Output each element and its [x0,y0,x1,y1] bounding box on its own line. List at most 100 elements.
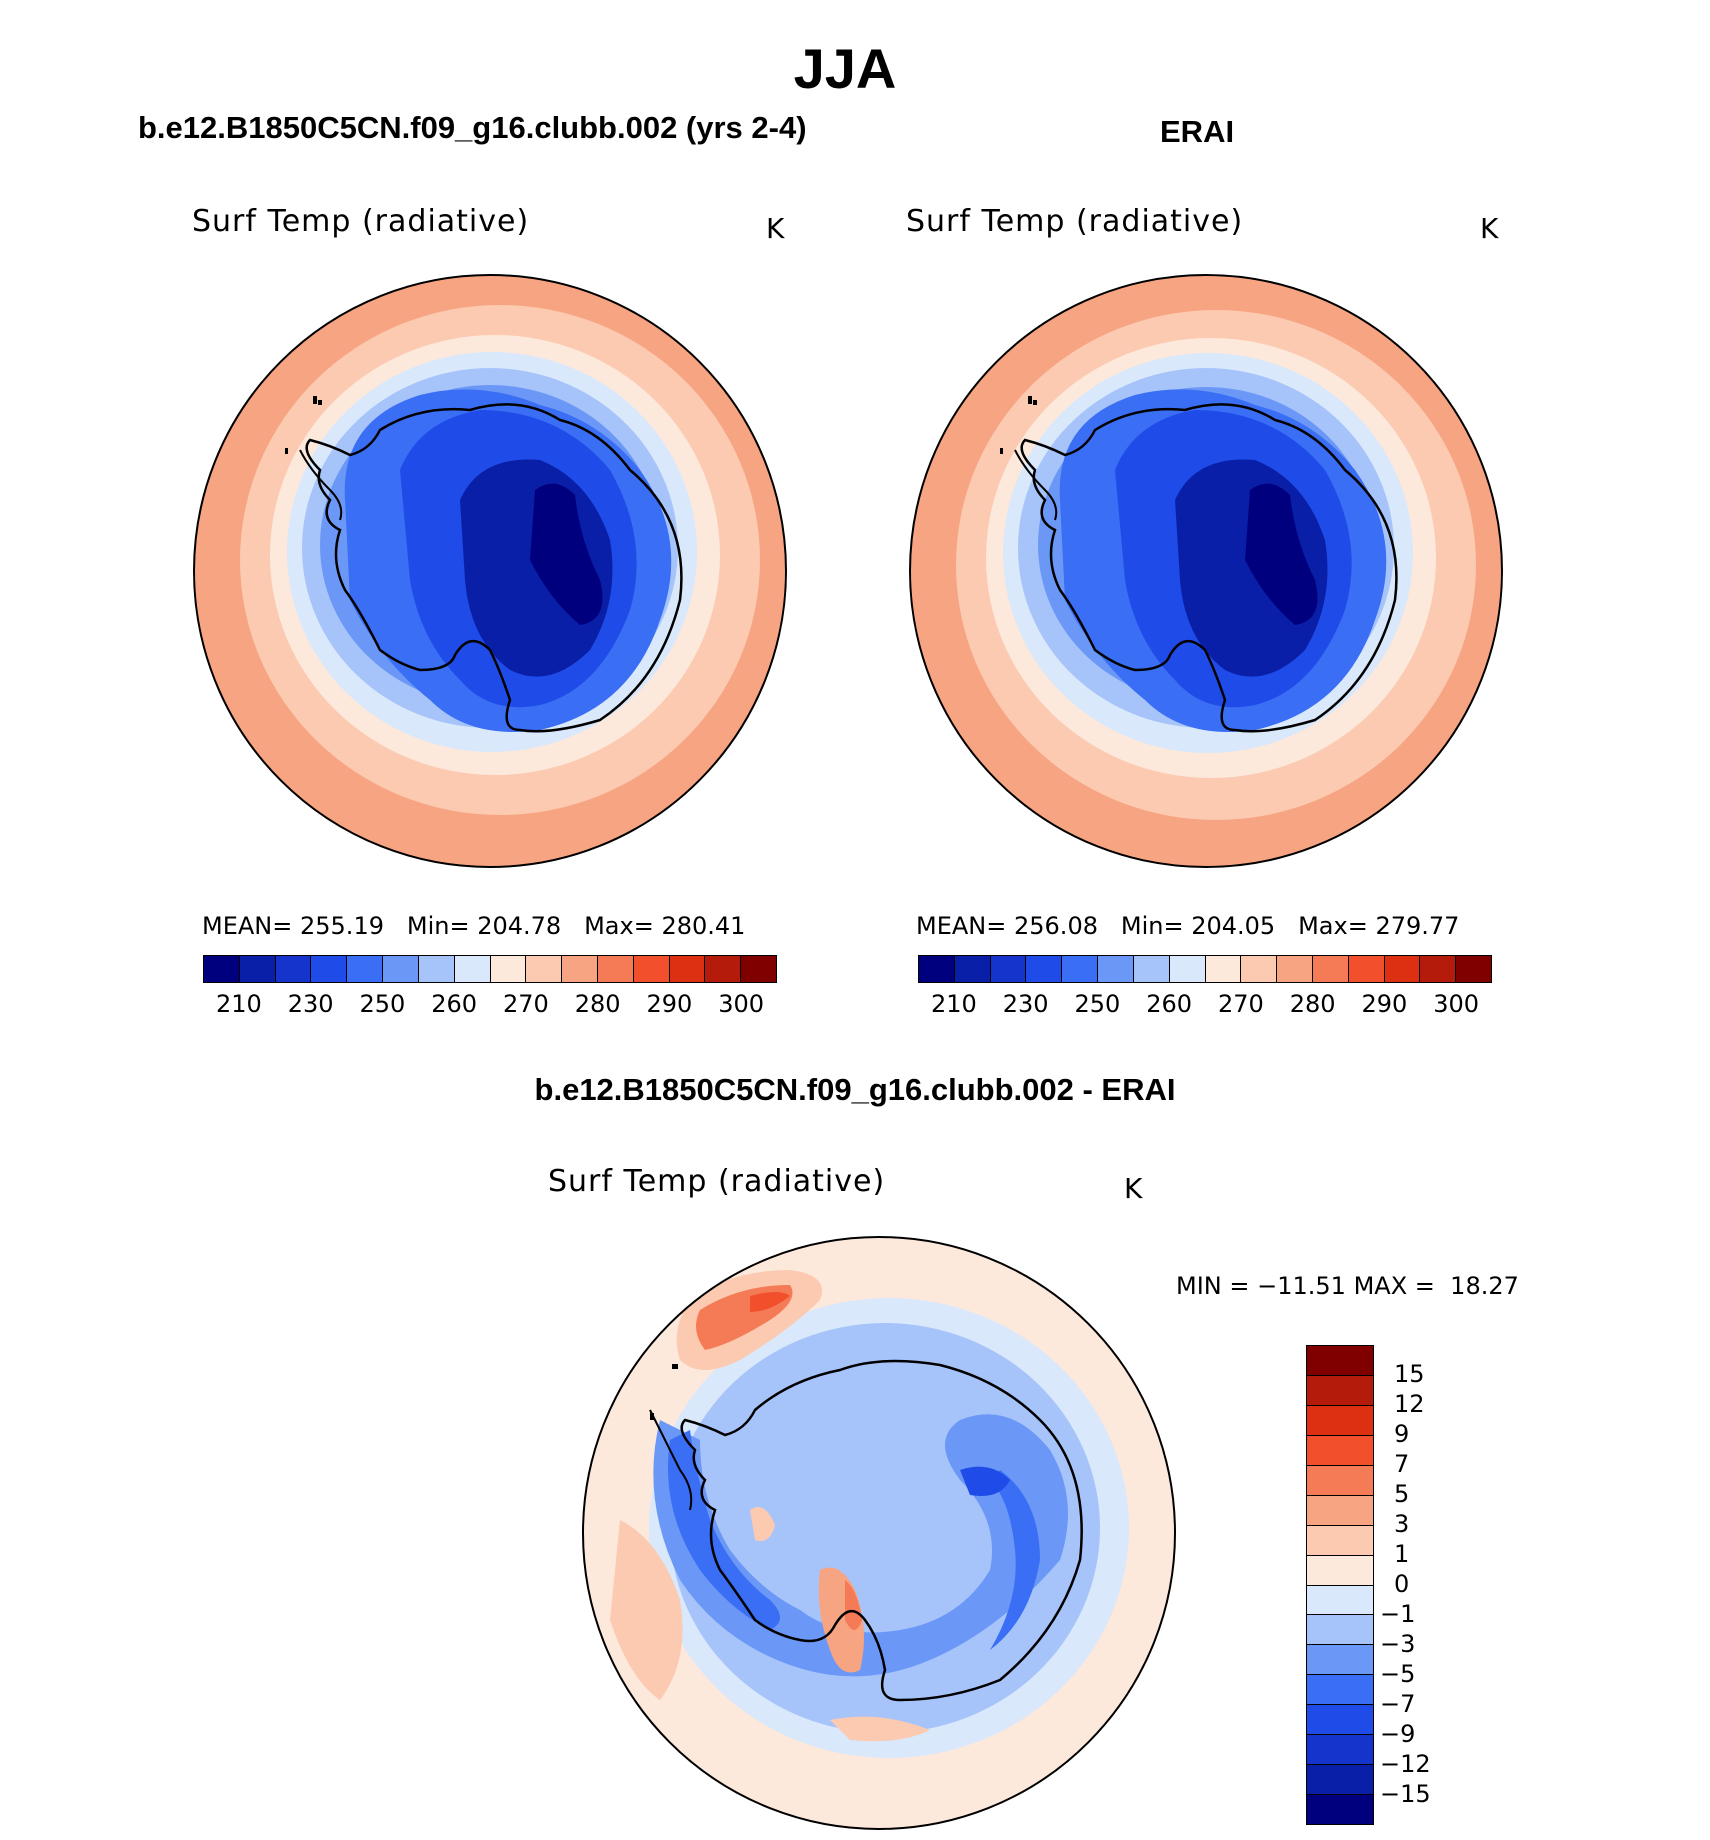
diff-colorbar-tick-label: −5 [1380,1660,1416,1688]
right-colorbar-tick-label: 260 [1146,990,1193,1018]
right-colorbar-swatch [1133,956,1170,982]
diff-max-label: MAX = [1353,1272,1435,1300]
left-colorbar-swatch [490,956,527,982]
right-colorbar-tick-label: 270 [1217,990,1264,1018]
right-panel-header: ERAI [1160,114,1235,149]
right-colorbar-swatch [1062,956,1099,982]
left-colorbar-swatch [562,956,598,982]
right-map [910,275,1502,867]
diff-min-label: MIN = [1176,1272,1250,1300]
left-min-label: Min= [406,912,470,940]
diff-colorbar-tick-label: 15 [1394,1360,1425,1388]
left-colorbar-tick-label: 290 [646,990,693,1018]
left-colorbar-tick-label: 300 [718,990,765,1018]
right-units: K [1480,212,1499,245]
diff-variable-title: Surf Temp (radiative) [548,1164,886,1199]
right-colorbar-swatch [1026,956,1063,982]
left-colorbar-tick-label: 270 [502,990,549,1018]
left-max-value: 280.41 [661,912,746,940]
right-colorbar-swatch [1312,956,1349,982]
diff-colorbar-tick-label: −12 [1380,1750,1431,1778]
right-max-label: Max= [1298,912,1368,940]
right-colorbar-swatch [1348,956,1385,982]
left-panel-header: b.e12.B1850C5CN.f09_g16.clubb.002 (yrs 2… [138,110,807,145]
right-colorbar-tick-label: 290 [1361,990,1408,1018]
diff-colorbar-ticks: 15 12 9 7 5 3 1 0 −1 −3 −5 −7 −9 −12 −15 [1380,1345,1460,1825]
diff-colorbar-swatch [1307,1795,1373,1824]
diff-colorbar-swatch [1307,1435,1373,1466]
left-mean-value: 255.19 [300,912,384,940]
left-colorbar-swatch [705,956,742,982]
left-mean-label: MEAN= [202,912,293,940]
diff-max-value: 18.27 [1450,1272,1519,1300]
diff-colorbar-tick-label: −1 [1380,1600,1416,1628]
left-colorbar-swatch [239,956,276,982]
left-colorbar-swatch [347,956,384,982]
right-colorbar-ticks: 210 230 250 260 270 280 290 300 [918,990,1492,1020]
right-variable-title: Surf Temp (radiative) [906,204,1244,239]
right-colorbar-tick-label: 210 [930,990,977,1018]
diff-colorbar-tick-label: 9 [1394,1420,1410,1448]
diff-colorbar-swatch [1307,1555,1373,1586]
left-max-label: Max= [584,912,654,940]
right-colorbar-swatch [1169,956,1206,982]
diff-colorbar-tick-label: 5 [1394,1480,1410,1508]
diff-colorbar-tick-label: 0 [1394,1570,1410,1598]
right-colorbar-tick-label: 300 [1433,990,1480,1018]
right-colorbar-tick-label: 230 [1002,990,1049,1018]
diff-colorbar-swatch [1307,1765,1373,1796]
diff-colorbar-tick-label: 1 [1394,1540,1410,1568]
right-colorbar-swatch [1205,956,1242,982]
right-mean-value: 256.08 [1014,912,1098,940]
right-colorbar-tick-label: 280 [1289,990,1336,1018]
right-stats: MEAN= 256.08 Min= 204.05 Max= 279.77 [916,912,1459,940]
right-colorbar-swatch [990,956,1027,982]
diff-colorbar-swatch [1307,1346,1373,1376]
diff-colorbar-tick-label: −3 [1380,1630,1416,1658]
left-colorbar [203,955,777,983]
left-colorbar-swatch [633,956,670,982]
diff-colorbar-swatch [1307,1585,1373,1616]
main-title: JJA [793,37,897,100]
right-colorbar-swatch [1456,956,1491,982]
diff-colorbar-swatch [1307,1645,1373,1676]
diff-colorbar-swatch [1307,1705,1373,1736]
left-colorbar-tick-label: 230 [287,990,334,1018]
diff-colorbar-tick-label: −9 [1380,1720,1416,1748]
left-colorbar-tick-label: 260 [431,990,478,1018]
right-colorbar-swatch [1384,956,1421,982]
diff-colorbar-swatch [1307,1525,1373,1556]
right-colorbar-swatch [1277,956,1313,982]
left-colorbar-swatch [669,956,706,982]
right-colorbar-swatch [954,956,991,982]
right-colorbar-swatch [1420,956,1457,982]
right-colorbar-tick-label: 250 [1074,990,1121,1018]
diff-colorbar [1306,1345,1374,1825]
right-min-value: 204.05 [1191,912,1276,940]
diff-colorbar-swatch [1307,1495,1373,1526]
left-stats: MEAN= 255.19 Min= 204.78 Max= 280.41 [202,912,745,940]
diff-colorbar-tick-label: −15 [1380,1780,1431,1808]
diff-colorbar-tick-label: −7 [1380,1690,1416,1718]
left-colorbar-swatch [454,956,491,982]
left-colorbar-tick-label: 250 [359,990,406,1018]
left-colorbar-ticks: 210 230 250 260 270 280 290 300 [203,990,777,1020]
right-colorbar-swatch [919,956,955,982]
diff-colorbar-swatch [1307,1375,1373,1406]
right-colorbar [918,955,1492,983]
diff-colorbar-swatch [1307,1675,1373,1706]
left-units: K [766,212,785,245]
left-colorbar-swatch [526,956,563,982]
diff-units: K [1124,1172,1143,1205]
diff-map [583,1237,1175,1829]
left-map [194,275,786,867]
right-colorbar-swatch [1098,956,1134,982]
diff-colorbar-tick-label: 7 [1394,1450,1410,1478]
right-colorbar-swatch [1241,956,1278,982]
diff-colorbar-tick-label: 3 [1394,1510,1410,1538]
left-min-value: 204.78 [477,912,562,940]
diff-colorbar-swatch [1307,1465,1373,1496]
diff-min-value: −11.51 [1257,1272,1346,1300]
diff-colorbar-tick-label: 12 [1394,1390,1425,1418]
diff-stats: MIN = −11.51 MAX = 18.27 [1176,1272,1519,1300]
